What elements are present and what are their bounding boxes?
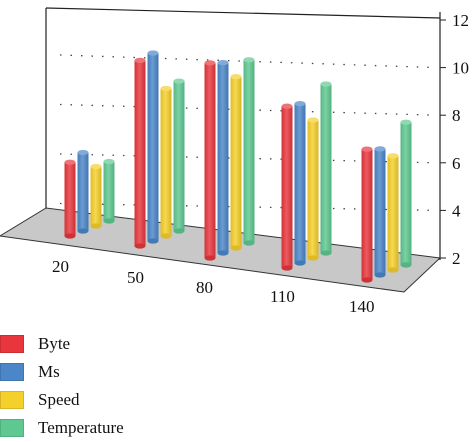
legend: Byte Ms Speed Temperature bbox=[0, 330, 124, 442]
legend-swatch-speed bbox=[0, 391, 24, 409]
bar-ms-50 bbox=[147, 50, 159, 244]
y-tick-label: 10 bbox=[452, 59, 469, 78]
bar-ms-20 bbox=[77, 149, 89, 234]
legend-label-temperature: Temperature bbox=[38, 418, 124, 437]
bar-temperature-110 bbox=[320, 81, 332, 256]
x-tick-label: 80 bbox=[196, 278, 213, 297]
legend-item-ms: Ms bbox=[0, 358, 124, 386]
bar-chart-3d: 2 4 6 8 10 12 20 50 80 110 140 bbox=[0, 7, 469, 316]
legend-swatch-ms bbox=[0, 363, 24, 381]
x-tick-label: 110 bbox=[270, 287, 295, 306]
y-tick-label: 4 bbox=[452, 201, 461, 220]
bar-speed-20 bbox=[90, 163, 102, 229]
bar-byte-110 bbox=[281, 103, 293, 271]
bar-temperature-50 bbox=[173, 78, 185, 234]
x-tick-label: 20 bbox=[52, 257, 69, 276]
x-tick-label: 140 bbox=[349, 297, 375, 316]
y-tick-label: 2 bbox=[452, 249, 461, 268]
bar-speed-80 bbox=[230, 74, 242, 251]
bar-byte-80 bbox=[204, 60, 216, 261]
bar-ms-140 bbox=[374, 146, 386, 278]
legend-item-byte: Byte bbox=[0, 330, 124, 358]
bar-temperature-140 bbox=[400, 119, 412, 268]
bar-byte-20 bbox=[64, 159, 76, 239]
bar-byte-50 bbox=[134, 57, 146, 249]
legend-item-speed: Speed bbox=[0, 386, 124, 414]
legend-swatch-byte bbox=[0, 335, 24, 353]
legend-label-speed: Speed bbox=[38, 390, 80, 409]
bar-ms-110 bbox=[294, 100, 306, 266]
bar-speed-50 bbox=[160, 85, 172, 239]
legend-swatch-temperature bbox=[0, 419, 24, 437]
y-tick-label: 12 bbox=[452, 11, 469, 30]
bar-ms-80 bbox=[217, 60, 229, 256]
bar-temperature-80 bbox=[243, 57, 255, 246]
bar-speed-140 bbox=[387, 153, 399, 273]
y-tick-label: 6 bbox=[452, 154, 461, 173]
legend-label-byte: Byte bbox=[38, 334, 71, 353]
x-tick-label: 50 bbox=[127, 268, 144, 287]
bar-byte-140 bbox=[361, 146, 373, 283]
bar-speed-110 bbox=[307, 117, 319, 261]
y-tick-label: 8 bbox=[452, 106, 461, 125]
legend-item-temperature: Temperature bbox=[0, 414, 124, 442]
bar-temperature-20 bbox=[103, 158, 115, 224]
legend-label-ms: Ms bbox=[38, 362, 60, 381]
